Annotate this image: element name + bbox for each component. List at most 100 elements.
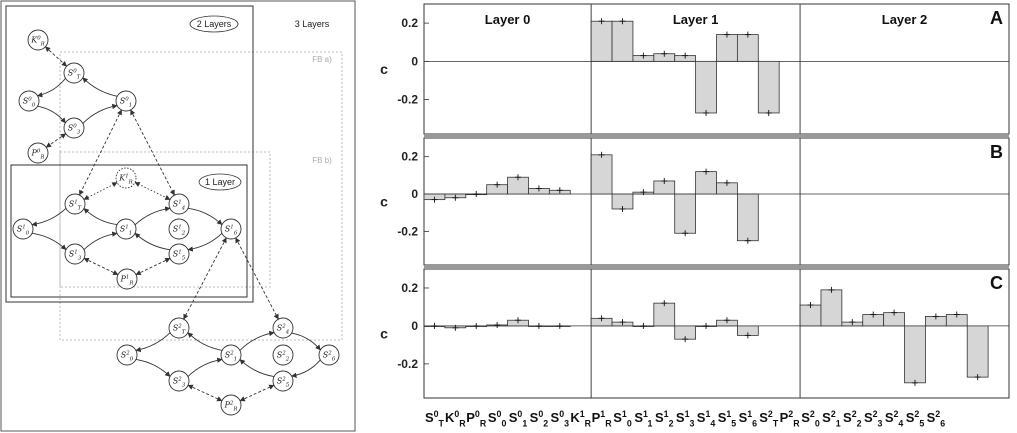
x-tick-label: S21: [822, 409, 841, 429]
y-tick-label: -0.2: [397, 93, 418, 107]
y-tick-label: -0.2: [397, 224, 418, 238]
node-label-KR0: K0R: [30, 35, 45, 47]
fb-b-label: FB b): [312, 156, 332, 165]
bar: [820, 289, 843, 327]
one-layer-label-bubble: [198, 173, 242, 191]
node-ST1: S1T: [64, 193, 86, 215]
y-tick-label: 0: [411, 187, 418, 201]
layer-diagram: 2 Layers 3 Layers 1 Layer FB a) FB b) K0…: [0, 0, 356, 432]
y-tick-label: 0: [411, 54, 418, 68]
x-tick-label: S25: [906, 409, 925, 429]
node-label-S11: S11: [120, 224, 132, 236]
node-label-S20: S20: [121, 350, 134, 362]
edge-S20-S23: [135, 359, 171, 377]
edge-PR2-S25: [239, 384, 275, 402]
x-tick-label: S01: [509, 409, 528, 429]
bar-chart: 0.2 0 -0.2 c A Layer 0 Layer 1 Layer 2 0.2 0 -0.2 c…: [380, 3, 1010, 429]
node-label-S15: S15: [173, 249, 186, 261]
panel-B: 0.2 0 -0.2 c B: [380, 137, 1010, 266]
edge-PR1-S15: [135, 257, 171, 276]
node-label-ST2: S2T: [173, 323, 186, 335]
x-tick-label: S23: [864, 409, 883, 429]
x-tick-label: S02: [530, 409, 549, 429]
edge-S14-S16: [187, 207, 223, 226]
layer-title: Layer 0: [485, 12, 531, 27]
edge-S13-PR1: [83, 257, 119, 276]
two-layers-box: [5, 5, 254, 303]
node-PR2: P2R: [220, 394, 242, 416]
node-S23: S23: [168, 370, 190, 392]
bar: [611, 20, 634, 62]
y-tick-label: -0.2: [397, 357, 418, 371]
node-label-S12: S12: [173, 224, 186, 236]
node-label-S10: S10: [17, 224, 30, 236]
node-label-S24: S24: [277, 323, 290, 335]
two-layers-label: 2 Layers: [197, 19, 232, 29]
edge-S26-S25: [291, 359, 321, 378]
edge-S16-S24: [235, 237, 279, 320]
x-tick-label: S2T: [759, 409, 779, 429]
node-S21: S21: [220, 344, 242, 366]
node-label-S01: S01: [120, 96, 132, 108]
x-tick-label: P0R: [466, 409, 487, 429]
edge-S21-ST2: [187, 332, 223, 351]
node-label-PR0: P0R: [31, 148, 45, 160]
bar: [695, 171, 717, 195]
node-S20: S20: [116, 344, 138, 366]
x-tick-label: P1R: [592, 409, 613, 429]
y-axis-label: c: [380, 326, 388, 342]
x-tick-label: S14: [697, 409, 716, 429]
y-axis-label: c: [380, 194, 388, 210]
node-S24: S24: [272, 317, 294, 339]
edge-S01-ST0: [82, 77, 118, 97]
y-tick-label: 0.2: [401, 16, 418, 30]
edge-S11-S14: [134, 206, 171, 226]
node-S15: S15: [168, 243, 190, 265]
x-tick-label: S11: [634, 409, 652, 429]
edge-KR1-S14: [134, 181, 171, 201]
x-axis-labels: S0T K0R P0R S00 S01 S02 S03 K1R P1R S10 S11 S12 S13 S…: [425, 409, 945, 429]
node-S00: S00: [18, 90, 40, 112]
edge-S23-S21: [187, 357, 223, 377]
edge-S03-S01: [82, 103, 118, 124]
panel-label: A: [990, 8, 1003, 28]
node-S01: S01: [115, 90, 137, 112]
one-layer-box: [10, 164, 248, 298]
node-S26: S26: [318, 344, 340, 366]
edge-S25-S21: [239, 359, 275, 377]
edge-ST0-S00: [36, 78, 66, 98]
edge-KR0-ST0: [44, 46, 68, 67]
node-label-S14: S14: [173, 199, 186, 211]
x-tick-label: S13: [676, 409, 695, 429]
one-layer-label: 1 Layer: [205, 177, 235, 187]
node-S22: S22: [272, 344, 294, 366]
edge-S11-ST1: [83, 208, 118, 226]
y-axis-label: c: [380, 61, 388, 77]
x-tick-label: S16: [739, 409, 758, 429]
node-S10: S10: [12, 218, 34, 240]
x-tick-label: S26: [927, 409, 946, 429]
panel-frame: [423, 137, 1010, 266]
node-ST2: S2T: [168, 317, 190, 339]
node-label-S00: S00: [23, 96, 36, 108]
edge-S16-S15: [187, 233, 223, 252]
layer-title: Layer 1: [673, 12, 719, 27]
node-label-PR1: P1R: [120, 274, 134, 286]
x-tick-label: P2R: [780, 409, 801, 429]
bar: [966, 325, 989, 378]
three-layers-label: 3 Layers: [295, 19, 330, 29]
x-tick-label: S00: [488, 409, 507, 429]
x-tick-label: S22: [843, 409, 862, 429]
node-PR1: P1R: [116, 268, 138, 290]
x-tick-label: K1R: [570, 409, 591, 429]
node-S13: S13: [64, 243, 86, 265]
x-tick-label: S0T: [425, 409, 445, 429]
panel-label: B: [990, 142, 1003, 162]
edge-S24-S26: [291, 332, 321, 351]
diagram-frame: [0, 0, 356, 432]
panel-C: 0.2 0 -0.2 c C: [380, 268, 1010, 399]
panel-label: C: [990, 273, 1003, 293]
x-tick-label: S10: [613, 409, 632, 429]
x-tick-label: S24: [885, 409, 904, 429]
y-tick-label: 0.2: [401, 150, 418, 164]
